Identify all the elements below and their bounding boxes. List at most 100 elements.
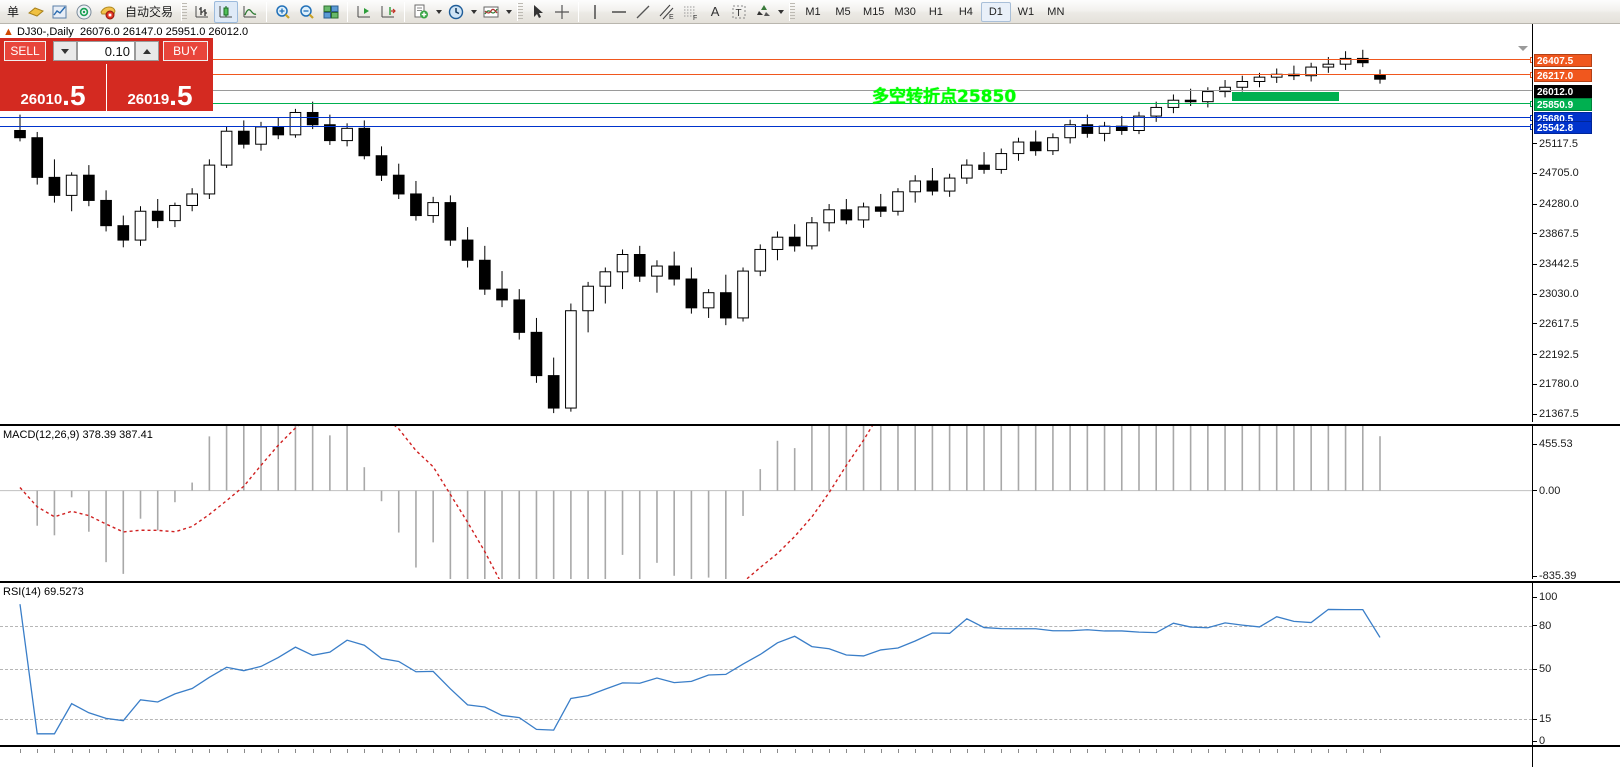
autotrading-label[interactable]: 自动交易	[125, 5, 174, 19]
new-order-button[interactable]: 单	[7, 5, 20, 19]
date-tick	[364, 749, 366, 753]
chart-container[interactable]: ▲ DJ30-,Daily 26076.0 26147.0 25951.0 26…	[0, 24, 1620, 767]
support-line-1[interactable]	[0, 114, 1532, 121]
pivot-highlight-box[interactable]	[1232, 92, 1339, 101]
arrows-icon[interactable]	[751, 1, 775, 23]
price-axis[interactable]: 25117.5 24705.0 24280.0 23867.5 23442.5 23030…	[1532, 24, 1620, 422]
line-handle[interactable]	[1530, 100, 1532, 107]
support-line-2[interactable]	[0, 123, 1532, 130]
timeframe-d1[interactable]: D1	[980, 1, 1011, 22]
autotrading-icon[interactable]	[96, 1, 120, 23]
date-tick	[106, 749, 108, 753]
macd-pane[interactable]: MACD(12,26,9) 378.39 387.41 455.53 0.00 -8…	[0, 424, 1620, 582]
horizontal-line-icon[interactable]	[607, 1, 631, 23]
indicators-icon[interactable]	[409, 1, 433, 23]
timeframe-mn[interactable]: MN	[1047, 5, 1065, 18]
line-handle[interactable]	[1530, 56, 1532, 63]
date-tick	[1190, 749, 1192, 753]
data-window-icon[interactable]	[72, 1, 96, 23]
sell-price[interactable]: 26010 .5	[0, 64, 107, 111]
text-label-icon[interactable]: T	[727, 1, 751, 23]
price-tag-resistance-2[interactable]: 26407.5	[1534, 54, 1592, 67]
timeframe-m5[interactable]: M5	[835, 5, 851, 18]
buy-price[interactable]: 26019 .5	[107, 64, 213, 111]
timeframe-h4[interactable]: H4	[958, 5, 973, 18]
toolbar-grip[interactable]	[181, 2, 188, 21]
pane-collapse-caret-icon[interactable]	[1518, 46, 1528, 51]
price-plot-area[interactable]: ▲ DJ30-,Daily 26076.0 26147.0 25951.0 26…	[0, 24, 1532, 422]
periods-dropdown-chevron-down-icon[interactable]	[468, 1, 479, 23]
rsi-plot-area[interactable]: RSI(14) 69.5273	[0, 583, 1532, 745]
line-handle[interactable]	[1530, 71, 1532, 78]
chart-shift-icon[interactable]	[352, 1, 376, 23]
price-tick-label: 23867.5	[1533, 228, 1579, 240]
resistance-line-2[interactable]	[0, 56, 1532, 63]
profiles-icon[interactable]	[24, 1, 48, 23]
timeframe-m15[interactable]: M15	[863, 5, 885, 18]
resistance-line-1[interactable]	[0, 71, 1532, 78]
price-tag-support-2[interactable]: 25542.8	[1534, 121, 1592, 134]
volume-stepper-chevron-up-icon[interactable]	[135, 41, 159, 61]
indicators-dropdown-chevron-down-icon[interactable]	[433, 1, 444, 23]
candle	[220, 126, 233, 168]
buy-button[interactable]: BUY	[163, 41, 208, 61]
zoom-out-icon[interactable]	[295, 1, 319, 23]
timeframe-h1[interactable]: H1	[928, 5, 943, 18]
auto-scroll-icon[interactable]	[376, 1, 400, 23]
timeframe-m1[interactable]: M1	[805, 5, 821, 18]
arrows-dropdown-chevron-down-icon[interactable]	[775, 1, 786, 23]
rsi-level-80	[0, 625, 1532, 627]
sell-button[interactable]: SELL	[4, 41, 46, 61]
fibonacci-icon[interactable]: F	[679, 1, 703, 23]
line-handle[interactable]	[1530, 114, 1532, 121]
price-tag-last-price[interactable]: 26012.0	[1534, 85, 1592, 98]
candle	[702, 289, 715, 318]
market-watch-icon[interactable]	[48, 1, 72, 23]
volume-dropdown-chevron-down-icon[interactable]	[53, 41, 77, 61]
periods-icon[interactable]	[444, 1, 468, 23]
candlestick-chart-icon[interactable]	[214, 0, 239, 23]
date-tick	[536, 749, 538, 753]
candle	[169, 202, 181, 228]
chart-collapse-icon[interactable]: ▲	[3, 26, 14, 38]
candle	[633, 245, 646, 282]
candle	[1029, 130, 1042, 156]
bar-chart-icon[interactable]	[190, 1, 214, 23]
crosshair-icon[interactable]	[550, 1, 574, 23]
macd-axis[interactable]: 455.53 0.00 -835.39	[1532, 426, 1620, 582]
date-tick	[708, 749, 710, 753]
line-handle[interactable]	[1530, 123, 1532, 130]
chart-annotation[interactable]: 多空转折点25850	[872, 87, 1017, 107]
rsi-tick-label: 15	[1533, 713, 1551, 725]
templates-icon[interactable]	[479, 1, 503, 23]
templates-dropdown-chevron-down-icon[interactable]	[503, 1, 514, 23]
candle	[1236, 75, 1249, 92]
equidistant-channel-icon[interactable]: E	[655, 1, 679, 23]
price-tag-pivot[interactable]: 25850.9	[1534, 98, 1592, 111]
price-pane[interactable]: ▲ DJ30-,Daily 26076.0 26147.0 25951.0 26…	[0, 24, 1620, 422]
timeframe-m30[interactable]: M30	[894, 5, 916, 18]
macd-plot-area[interactable]: MACD(12,26,9) 378.39 387.41	[0, 426, 1532, 579]
candle	[823, 204, 835, 232]
candle	[48, 159, 61, 203]
toolbar-grip-3[interactable]	[789, 2, 796, 21]
rsi-axis[interactable]: 100 80 50 15 0	[1532, 583, 1620, 747]
date-tick	[415, 749, 417, 753]
rsi-pane[interactable]: RSI(14) 69.5273 100 80 50 15 0	[0, 581, 1620, 747]
one-click-trading-panel[interactable]: SELL 0.10 BUY 26010 .5 26019 .5	[0, 38, 213, 111]
line-chart-icon[interactable]	[238, 1, 262, 23]
volume-input[interactable]: 0.10	[77, 41, 135, 61]
date-axis[interactable]: 5 Nov 201820 Nov 201825 Nov 201829 Nov 2…	[0, 745, 1620, 767]
cursor-icon[interactable]	[526, 1, 550, 23]
vertical-line-icon[interactable]	[583, 1, 607, 23]
trendline-icon[interactable]	[631, 1, 655, 23]
candle	[65, 172, 78, 212]
price-tag-resistance-1[interactable]: 26217.0	[1534, 69, 1592, 82]
timeframe-w1[interactable]: W1	[1017, 5, 1035, 18]
text-icon[interactable]: A	[710, 4, 720, 19]
zoom-in-icon[interactable]	[271, 1, 295, 23]
date-tick	[192, 749, 194, 753]
pivot-line[interactable]	[0, 100, 1532, 107]
toolbar-grip-2[interactable]	[517, 2, 524, 21]
tile-windows-icon[interactable]	[319, 1, 343, 23]
